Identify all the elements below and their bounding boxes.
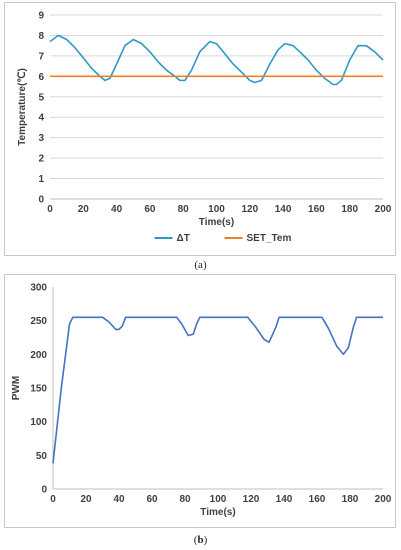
chart-b-ylabel: PWM bbox=[11, 376, 22, 400]
chart-a-xlabel: Time(s) bbox=[199, 217, 234, 228]
chart-a-legend-label-1: SET_Tem bbox=[247, 233, 292, 244]
chart-a-xtick-label-7: 140 bbox=[275, 204, 292, 215]
chart-a-xtick-label-6: 120 bbox=[241, 204, 258, 215]
chart-b-xtick-label-10: 200 bbox=[375, 494, 392, 505]
chart-a-ytick-label-0: 0 bbox=[38, 195, 44, 206]
chart-a-ytick-label-9: 9 bbox=[38, 11, 44, 22]
chart-a-ytick-label-4: 4 bbox=[38, 113, 44, 124]
chart-a-xtick-label-4: 80 bbox=[178, 204, 190, 215]
chart-a-legend-label-0: ΔT bbox=[177, 233, 190, 244]
chart-b-xlabel: Time(s) bbox=[200, 507, 235, 518]
chart-a-ytick-label-3: 3 bbox=[38, 133, 44, 144]
chart-b-ytick-label-3: 150 bbox=[30, 384, 47, 395]
chart-b-xtick-label-8: 160 bbox=[309, 494, 326, 505]
caption-a: (a) bbox=[0, 259, 401, 271]
chart-b-xtick-label-3: 60 bbox=[146, 494, 158, 505]
caption-a-letter: a bbox=[198, 259, 203, 271]
caption-a-open: ( bbox=[194, 259, 199, 271]
chart-b-frame: 0 50 100 150 200 250 300 0 20 40 60 80 100 120 140 160 1… bbox=[4, 274, 396, 528]
chart-a-xtick-label-1: 20 bbox=[78, 204, 90, 215]
caption-a-close: ) bbox=[202, 259, 207, 271]
chart-a-frame: 0 1 2 3 4 5 6 7 8 9 0 20 40 60 80 100 120 140 160 180 200 Tim… bbox=[4, 2, 396, 256]
chart-b-ytick-label-5: 250 bbox=[30, 316, 47, 327]
chart-a-xtick-label-10: 200 bbox=[375, 204, 392, 215]
chart-b-xtick-label-7: 140 bbox=[276, 494, 293, 505]
chart-a-ytick-label-6: 6 bbox=[38, 72, 44, 83]
chart-a-ytick-label-8: 8 bbox=[38, 31, 44, 42]
chart-b-xtick-label-2: 40 bbox=[113, 494, 125, 505]
chart-a-series-0-line bbox=[49, 34, 384, 86]
chart-b-ytick-label-0: 0 bbox=[41, 485, 47, 496]
chart-b-ytick-label-2: 100 bbox=[30, 417, 47, 428]
chart-b-xtick-label-6: 120 bbox=[243, 494, 260, 505]
caption-b: (b) bbox=[0, 534, 401, 546]
chart-a-xtick-label-2: 40 bbox=[111, 204, 123, 215]
caption-b-letter: b bbox=[197, 534, 204, 546]
chart-a-xtick-label-3: 60 bbox=[144, 204, 156, 215]
chart-b-series-0-line bbox=[52, 316, 383, 464]
chart-b-ytick-label-6: 300 bbox=[30, 283, 47, 294]
chart-a-ytick-label-1: 1 bbox=[38, 174, 44, 185]
chart-a-xtick-label-5: 100 bbox=[208, 204, 225, 215]
chart-a-xtick-label-0: 0 bbox=[47, 204, 53, 215]
chart-a-xtick-label-9: 180 bbox=[341, 204, 358, 215]
chart-a-svg: 0 1 2 3 4 5 6 7 8 9 0 20 40 60 80 100 120 140 160 180 200 Tim… bbox=[17, 11, 392, 245]
chart-b-xtick-label-0: 0 bbox=[50, 494, 56, 505]
caption-b-open: ( bbox=[193, 534, 198, 546]
chart-b-ytick-label-1: 50 bbox=[36, 451, 48, 462]
chart-b-xtick-label-9: 180 bbox=[342, 494, 359, 505]
chart-b-xtick-label-1: 20 bbox=[80, 494, 92, 505]
chart-a-ytick-label-5: 5 bbox=[38, 92, 44, 103]
caption-b-close: ) bbox=[203, 534, 208, 546]
chart-b-xtick-label-4: 80 bbox=[179, 494, 191, 505]
chart-b-ytick-label-4: 200 bbox=[30, 350, 47, 361]
chart-a-ylabel: Temperature(℃) bbox=[17, 68, 28, 146]
chart-a-ytick-label-2: 2 bbox=[38, 154, 44, 165]
chart-b-xtick-label-5: 100 bbox=[210, 494, 227, 505]
chart-b-svg: 0 50 100 150 200 250 300 0 20 40 60 80 100 120 140 160 1… bbox=[11, 283, 392, 519]
chart-a-xtick-label-8: 160 bbox=[308, 204, 325, 215]
chart-a-ytick-label-7: 7 bbox=[38, 51, 44, 62]
